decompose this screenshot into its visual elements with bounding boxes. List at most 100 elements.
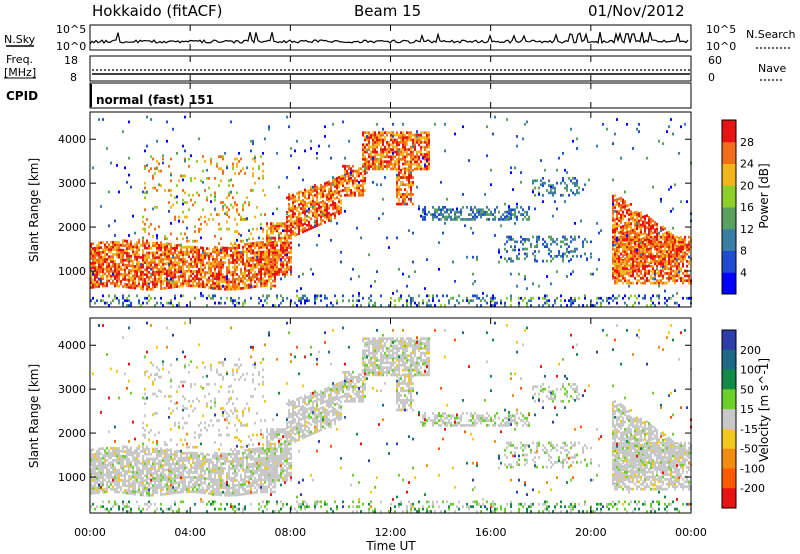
power-cell [102, 275, 104, 278]
power-cell [296, 199, 298, 202]
power-cell [270, 263, 272, 266]
power-cell [112, 241, 114, 244]
power-cell [426, 139, 428, 142]
power-cell [682, 277, 684, 280]
power-cell [666, 231, 668, 234]
power-cell [126, 304, 128, 307]
power-cell [490, 211, 492, 214]
power-cell [300, 302, 302, 305]
power-cell [182, 246, 184, 249]
power-cell [144, 297, 146, 300]
power-cell [216, 282, 218, 285]
power-cell [180, 253, 182, 256]
power-cell [516, 206, 518, 209]
power-cell [188, 246, 190, 249]
power-cell [182, 275, 184, 278]
power-cell [444, 206, 446, 209]
power-cell [654, 241, 656, 244]
power-cell [328, 212, 330, 215]
power-cell [630, 236, 632, 239]
power-cell [296, 304, 298, 307]
power-cell [316, 152, 318, 155]
power-cell [168, 302, 170, 305]
power-cell [116, 244, 118, 247]
power-cell [638, 123, 640, 126]
power-cell [216, 246, 218, 249]
power-cell [194, 270, 196, 273]
power-cell [404, 160, 406, 163]
power-cell [220, 268, 222, 271]
power-cell [428, 136, 430, 139]
power-cell [670, 277, 672, 280]
power-cell [248, 229, 250, 232]
power-cell [314, 194, 316, 197]
power-cell [120, 273, 122, 276]
power-cell [548, 179, 550, 182]
power-cell [462, 206, 464, 209]
power-cell [288, 220, 290, 223]
power-cell [306, 297, 308, 300]
power-cell [132, 265, 134, 268]
power-cell [680, 279, 682, 282]
power-cell [378, 163, 380, 166]
power-cell [180, 249, 182, 252]
power-cell [686, 253, 688, 256]
power-cell [612, 258, 614, 261]
power-cell [286, 242, 288, 245]
power-cell [198, 282, 200, 285]
power-cell [250, 140, 252, 143]
power-cell [290, 207, 292, 210]
power-cell [254, 264, 256, 267]
power-cell [146, 273, 148, 276]
power-cell [128, 271, 130, 274]
power-cell [622, 277, 624, 280]
power-cell [416, 153, 418, 156]
power-cell [260, 268, 262, 271]
power-cell [416, 186, 418, 189]
power-cell [512, 208, 514, 211]
power-cell [676, 245, 678, 248]
power-cell [626, 231, 628, 234]
power-cell [428, 211, 430, 214]
power-cell [298, 220, 300, 223]
power-cell [144, 283, 146, 286]
power-cell [564, 238, 566, 241]
power-cell [198, 280, 200, 283]
power-cell [620, 236, 622, 239]
power-cell [494, 211, 496, 214]
power-cell [232, 285, 234, 288]
power-cell [278, 222, 280, 225]
power-cell [184, 246, 186, 249]
power-cell [648, 243, 650, 246]
power-cell [454, 133, 456, 136]
power-cell [120, 266, 122, 269]
power-cell [294, 232, 296, 235]
power-cell [618, 279, 620, 282]
power-cell [568, 245, 570, 248]
power-cell [678, 238, 680, 241]
power-cell [118, 302, 120, 305]
power-cell [172, 256, 174, 259]
power-cell [670, 232, 672, 235]
power-cell [314, 206, 316, 209]
power-cell [336, 222, 338, 225]
power-cell [166, 270, 168, 273]
power-cell [240, 287, 242, 290]
power-cell [204, 257, 206, 260]
power-cell [264, 282, 266, 285]
power-cell [410, 169, 412, 172]
power-cell [222, 201, 224, 204]
power-cell [260, 275, 262, 278]
power-cell [500, 256, 502, 259]
power-cell [244, 282, 246, 285]
power-cell [268, 261, 270, 264]
power-cell [670, 265, 672, 268]
power-cell [380, 160, 382, 163]
power-cell [232, 244, 234, 247]
power-cell [614, 248, 616, 251]
power-cell [612, 244, 614, 247]
power-cell [126, 283, 128, 286]
power-cell [688, 275, 690, 278]
